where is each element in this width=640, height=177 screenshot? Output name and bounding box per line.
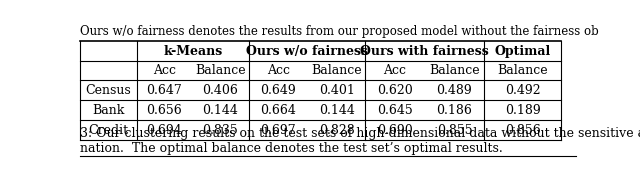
Text: 0.664: 0.664	[260, 104, 296, 117]
Text: 0.697: 0.697	[260, 124, 296, 137]
Text: Optimal: Optimal	[495, 45, 551, 58]
Text: Acc: Acc	[153, 64, 176, 77]
Text: 0.690: 0.690	[377, 124, 413, 137]
Text: Balance: Balance	[195, 64, 245, 77]
Text: Census: Census	[86, 84, 131, 97]
Text: 0.649: 0.649	[260, 84, 296, 97]
Text: 0.694: 0.694	[147, 124, 182, 137]
Text: 0.492: 0.492	[505, 84, 541, 97]
Text: Ours with fairness: Ours with fairness	[360, 45, 489, 58]
Text: 0.645: 0.645	[377, 104, 413, 117]
Text: Acc: Acc	[267, 64, 290, 77]
Text: Ours w/o fairness denotes the results from our proposed model without the fairne: Ours w/o fairness denotes the results fr…	[80, 25, 599, 38]
Text: 0.855: 0.855	[436, 124, 472, 137]
Text: 0.856: 0.856	[505, 124, 541, 137]
Text: 0.828: 0.828	[319, 124, 355, 137]
Text: Balance: Balance	[429, 64, 480, 77]
Text: 0.401: 0.401	[319, 84, 355, 97]
Text: Acc: Acc	[383, 64, 406, 77]
Text: 0.406: 0.406	[202, 84, 238, 97]
Text: Balance: Balance	[497, 64, 548, 77]
Text: Balance: Balance	[312, 64, 362, 77]
Text: 0.656: 0.656	[147, 104, 182, 117]
Text: Bank: Bank	[92, 104, 125, 117]
Text: Credit: Credit	[88, 124, 129, 137]
Text: 0.835: 0.835	[202, 124, 238, 137]
Text: 3: Our clustering results on the test sets of high-dimensional data without the : 3: Our clustering results on the test se…	[80, 127, 640, 155]
Text: Ours w/o fairness: Ours w/o fairness	[246, 45, 368, 58]
Text: 0.647: 0.647	[147, 84, 182, 97]
Text: 0.620: 0.620	[377, 84, 413, 97]
Text: 0.144: 0.144	[319, 104, 355, 117]
Text: 0.186: 0.186	[436, 104, 472, 117]
Text: 0.144: 0.144	[202, 104, 238, 117]
Text: 0.489: 0.489	[436, 84, 472, 97]
Text: k-Means: k-Means	[163, 45, 223, 58]
Text: 0.189: 0.189	[505, 104, 541, 117]
